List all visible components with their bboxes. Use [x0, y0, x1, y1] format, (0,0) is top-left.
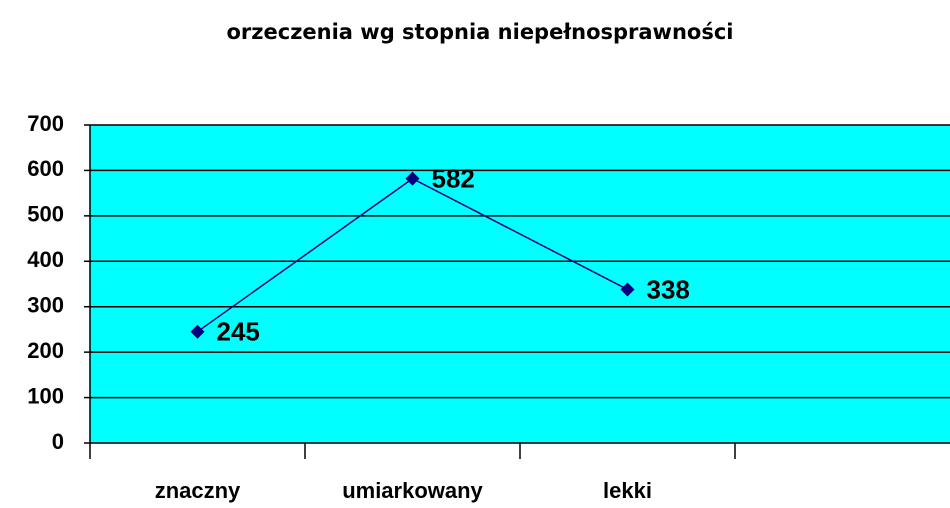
x-tick-label: lekki: [603, 478, 652, 503]
y-tick-label: 400: [27, 247, 64, 272]
chart-title: orzeczenia wg stopnia niepełnosprawności: [227, 20, 734, 44]
plot-area: [90, 125, 950, 443]
data-label: 582: [432, 163, 475, 193]
y-tick-label: 100: [27, 383, 64, 408]
data-label: 245: [217, 317, 260, 347]
y-tick-label: 600: [27, 156, 64, 181]
y-tick-label: 200: [27, 338, 64, 363]
marker: [620, 282, 635, 297]
marker: [405, 171, 420, 186]
y-tick-label: 0: [52, 429, 64, 454]
marker: [190, 324, 205, 339]
y-tick-label: 300: [27, 293, 64, 318]
y-tick-label: 700: [27, 111, 64, 136]
data-label: 338: [647, 274, 690, 304]
y-tick-label: 500: [27, 202, 64, 227]
x-tick-label: umiarkowany: [342, 478, 483, 503]
x-tick-label: znaczny: [155, 478, 241, 503]
